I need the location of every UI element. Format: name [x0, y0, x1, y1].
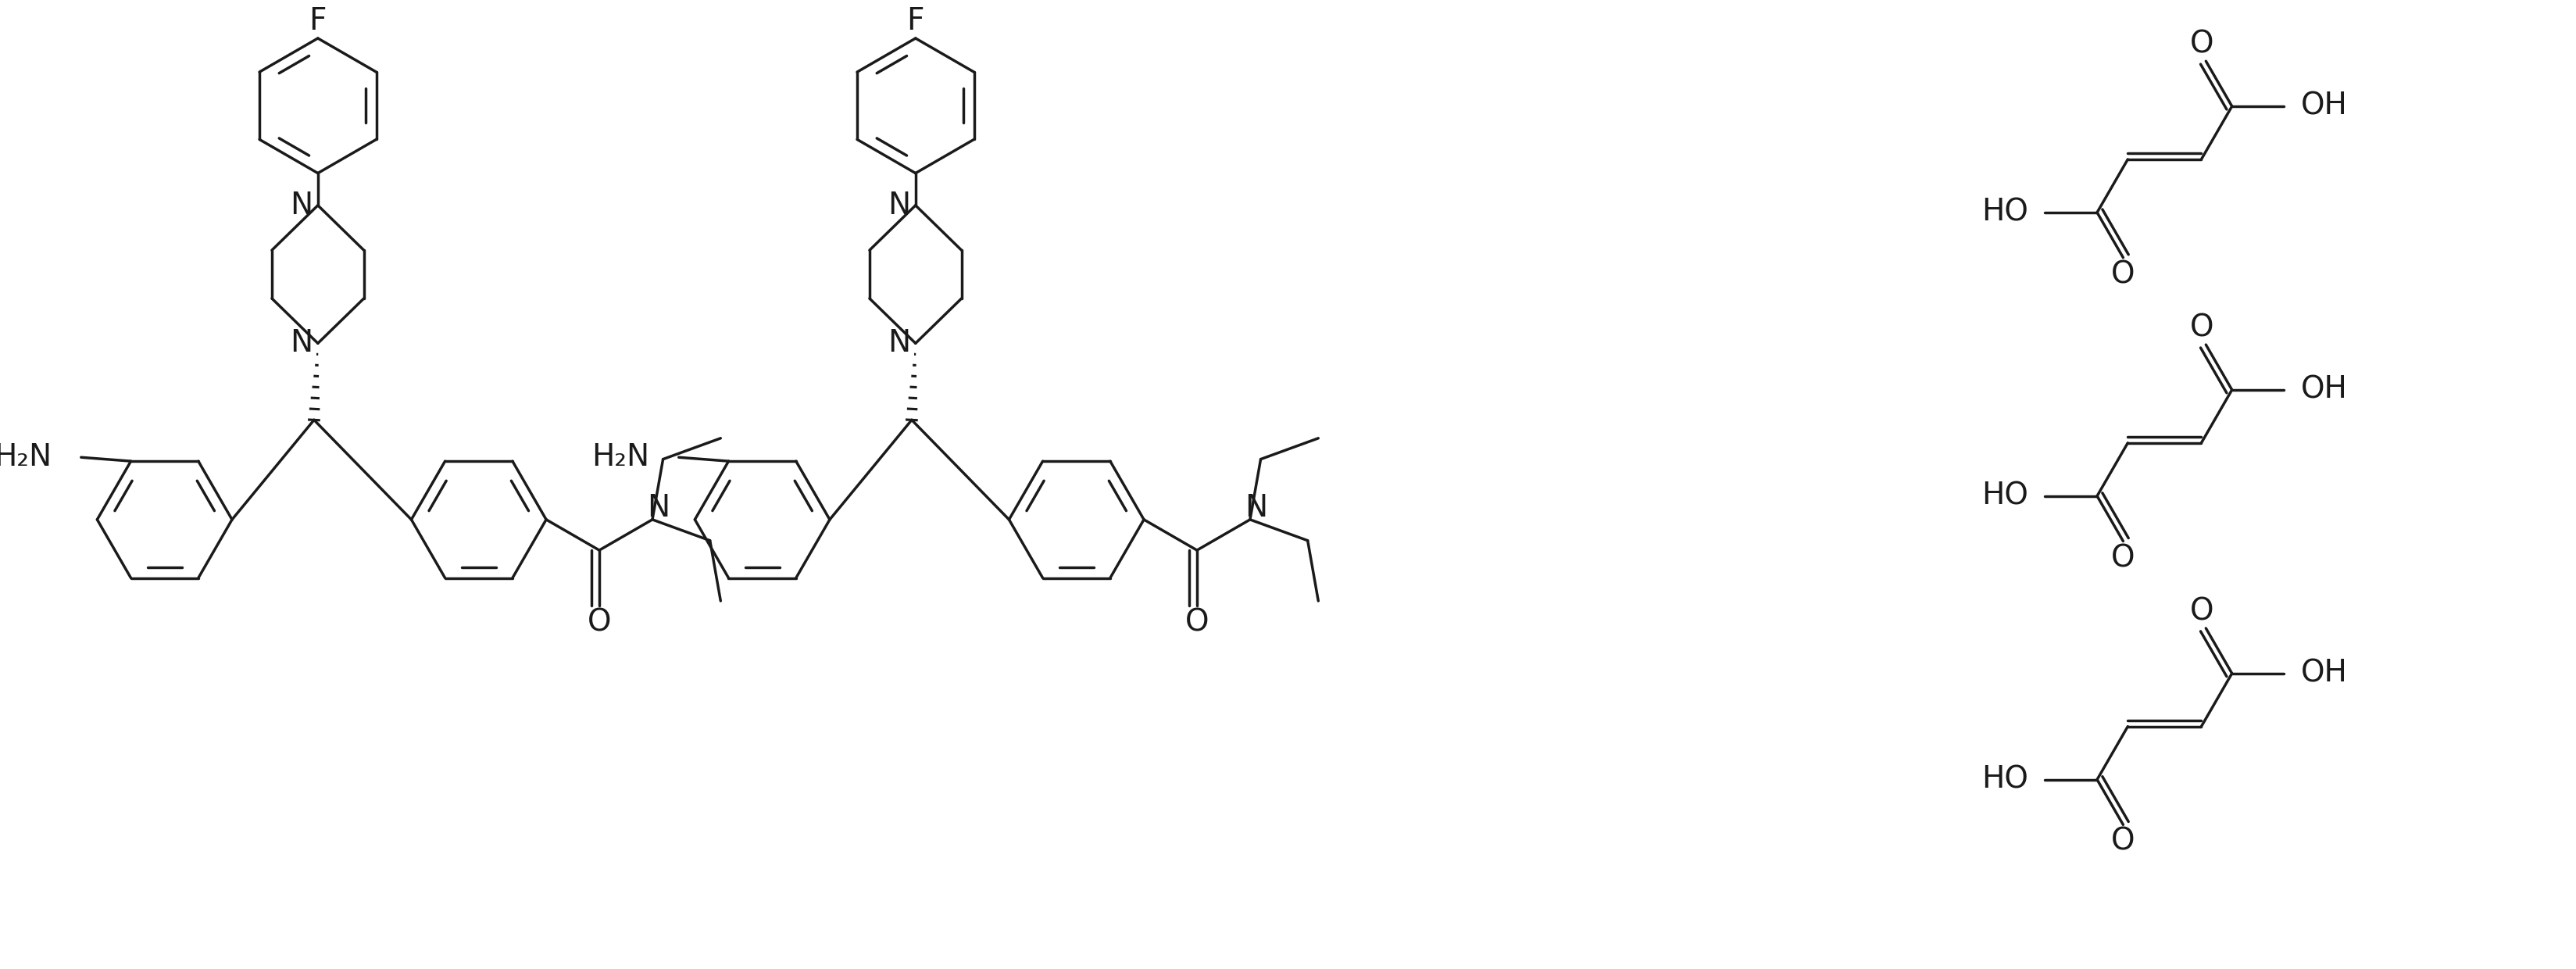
Text: F: F — [907, 7, 925, 36]
Text: HO: HO — [1981, 198, 2027, 228]
Text: F: F — [309, 7, 327, 36]
Text: N: N — [886, 191, 909, 220]
Text: OH: OH — [2300, 91, 2347, 121]
Text: O: O — [2110, 260, 2136, 290]
Text: H₂N: H₂N — [0, 443, 52, 472]
Text: N: N — [1244, 493, 1267, 523]
Text: OH: OH — [2300, 659, 2347, 688]
Text: N: N — [289, 328, 312, 359]
Text: O: O — [2190, 313, 2213, 343]
Text: N: N — [647, 493, 670, 523]
Text: O: O — [2110, 544, 2136, 573]
Text: O: O — [1185, 608, 1208, 637]
Text: HO: HO — [1981, 482, 2027, 511]
Text: O: O — [587, 608, 611, 637]
Text: O: O — [2190, 597, 2213, 626]
Text: N: N — [289, 191, 312, 220]
Text: H₂N: H₂N — [592, 443, 649, 472]
Text: O: O — [2110, 827, 2136, 857]
Text: O: O — [2190, 29, 2213, 59]
Text: HO: HO — [1981, 765, 2027, 795]
Text: OH: OH — [2300, 375, 2347, 405]
Text: N: N — [886, 328, 909, 359]
